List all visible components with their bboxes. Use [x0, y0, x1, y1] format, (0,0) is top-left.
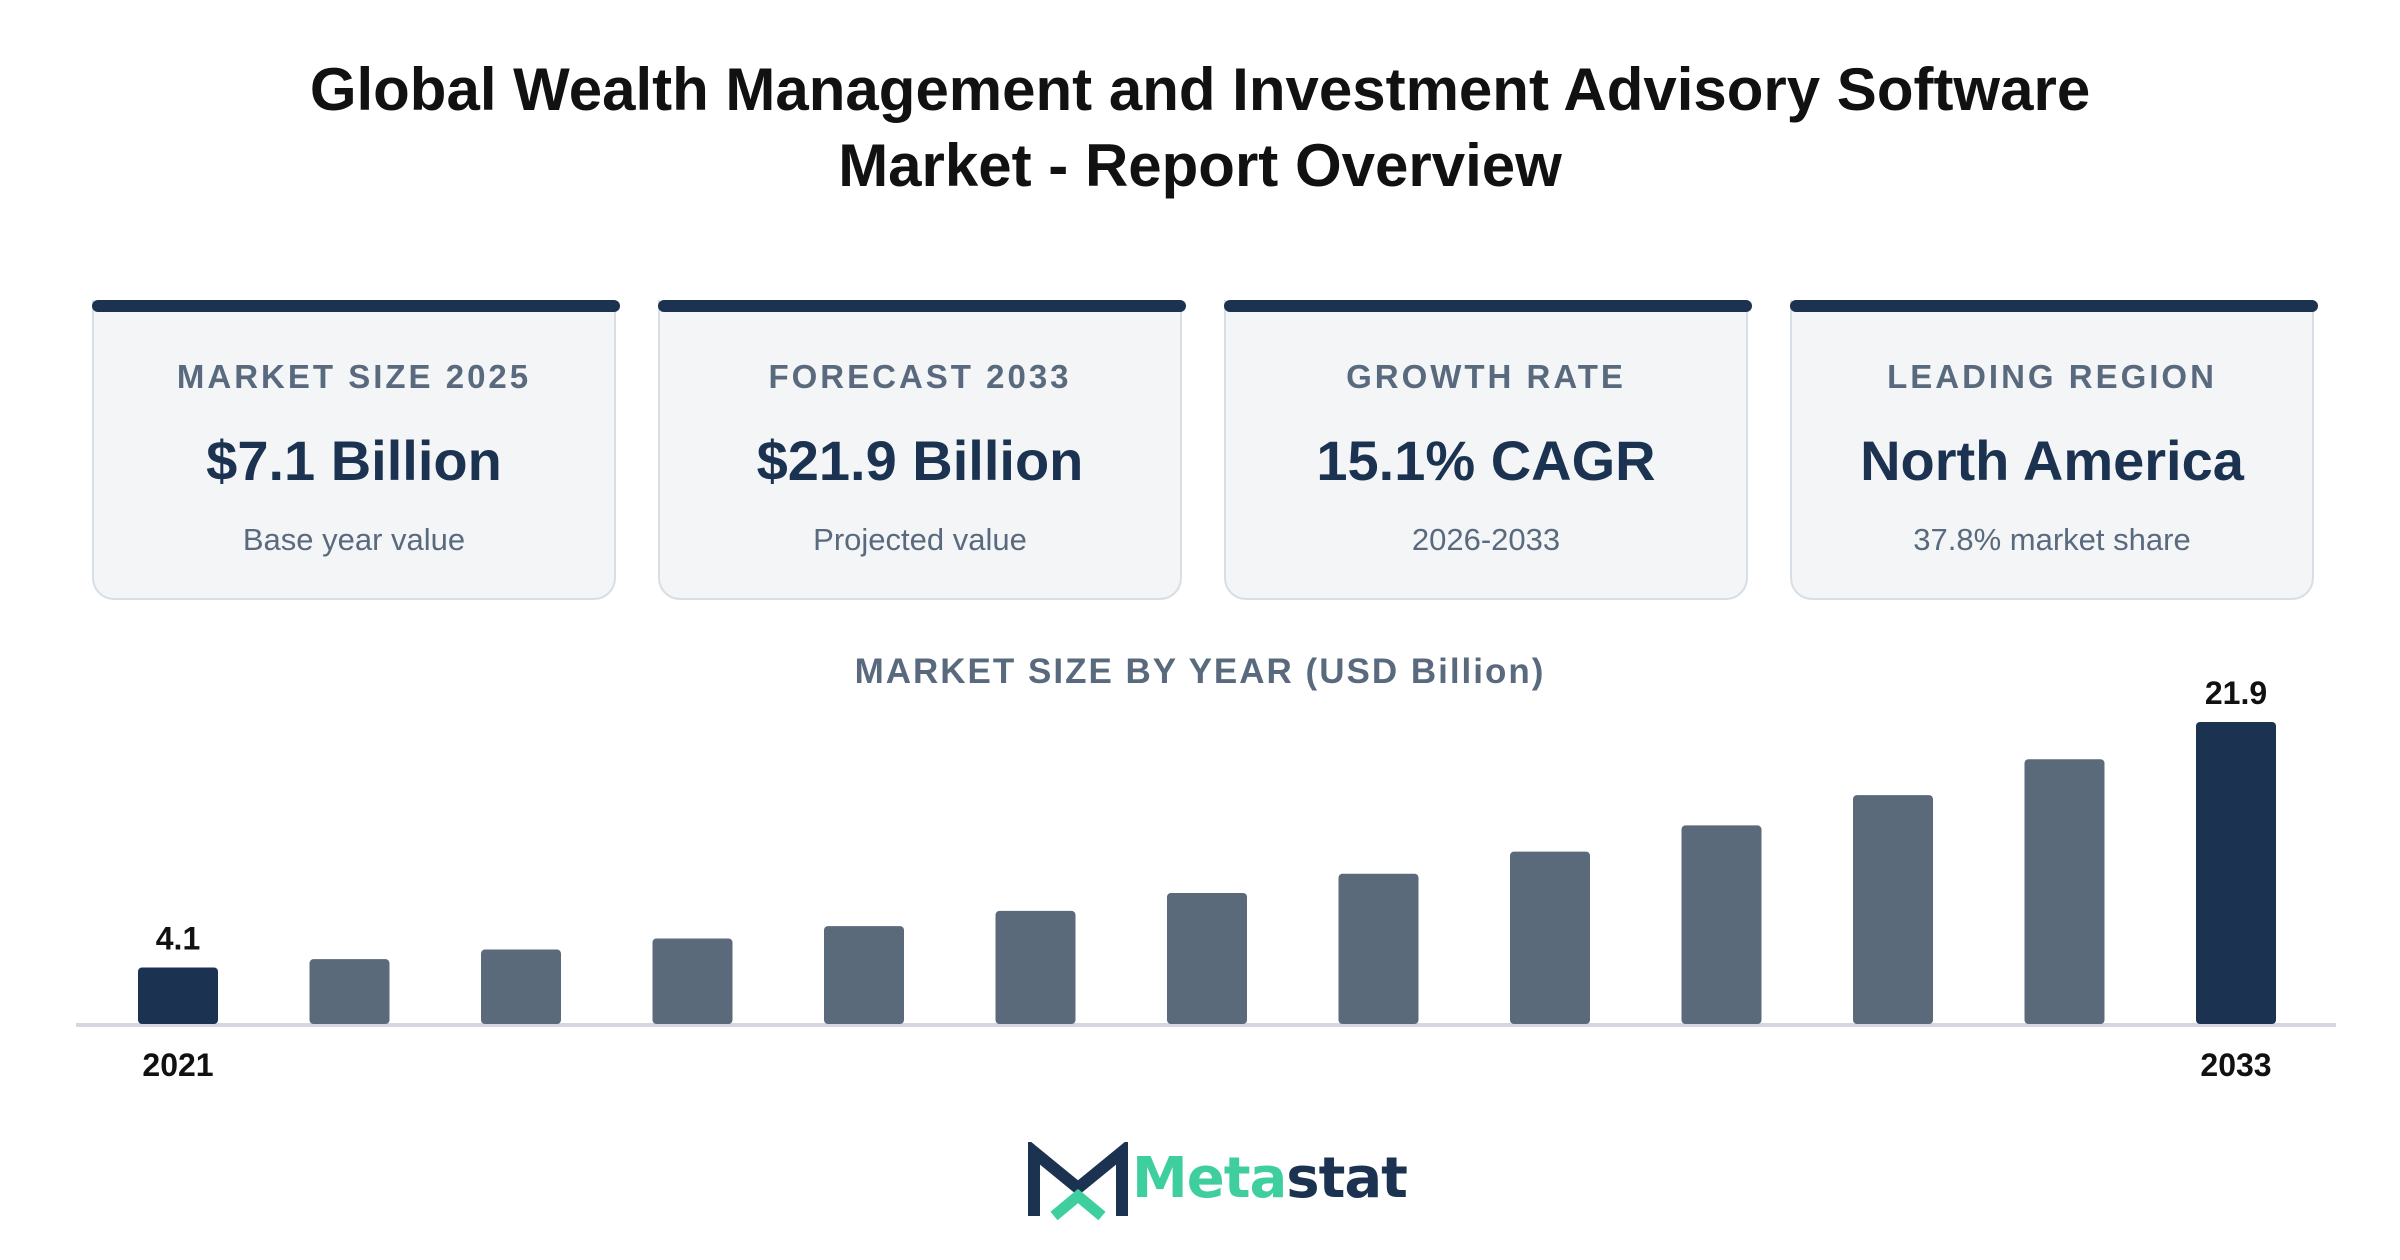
bar-2024: [652, 938, 733, 1024]
title-line-1: Global Wealth Management and Investment …: [309, 56, 2091, 123]
title-line-2: Market - Report Overview: [838, 132, 1562, 199]
card-accent-bar: [92, 300, 620, 312]
bar-2030: [1681, 825, 1762, 1024]
card-value: $21.9 Billion: [756, 429, 1084, 492]
card-subtitle: Projected value: [813, 522, 1027, 557]
card-subtitle: 2026-2033: [1411, 522, 1561, 557]
bar-2022: [309, 959, 390, 1024]
logo-wordmark: Metastat: [1132, 1146, 1408, 1211]
card-label: MARKET SIZE 2025: [176, 358, 532, 395]
metastat-logo-icon: [1028, 1142, 1128, 1221]
card-subtitle: Base year value: [242, 522, 466, 557]
bar-2031: [1853, 795, 1933, 1024]
bar-2025: [824, 926, 904, 1024]
bar-2027: [1167, 892, 1247, 1024]
logo-text-part2: stat: [1286, 1146, 1408, 1211]
card-label: GROWTH RATE: [1346, 358, 1626, 395]
x-tick-label-2033: 2033: [2200, 1047, 2271, 1083]
card-label: FORECAST 2033: [768, 358, 1072, 395]
kpi-card-forecast: FORECAST 2033 $21.9 Billion Projected va…: [658, 300, 1186, 600]
value-label-2033: 21.9: [2205, 675, 2267, 711]
card-accent-bar: [1790, 300, 2318, 312]
bar-2033: [2196, 722, 2276, 1024]
card-accent-bar: [658, 300, 1186, 312]
bar-2029: [1510, 851, 1590, 1024]
metastat-logo: Metastat: [1028, 1142, 1408, 1222]
value-label-2021: 4.1: [156, 920, 200, 956]
card-subtitle: 37.8% market share: [1913, 522, 2191, 557]
bar-2023: [481, 949, 561, 1024]
market-size-bar-chart: 4.1 2021 21.9 2033: [76, 675, 2336, 1083]
bar-2032: [2024, 759, 2105, 1024]
card-value: North America: [1860, 429, 2244, 492]
kpi-cards: MARKET SIZE 2025 $7.1 Billion Base year …: [92, 300, 2318, 602]
kpi-card-growth-rate: GROWTH RATE 15.1% CAGR 2026-2033: [1224, 300, 1752, 600]
bar-2028: [1338, 873, 1419, 1024]
kpi-card-leading-region: LEADING REGION North America 37.8% marke…: [1790, 300, 2318, 600]
logo-text-part1: Meta: [1132, 1146, 1287, 1211]
card-accent-bar: [1224, 300, 1752, 312]
bar-2021: [138, 967, 218, 1024]
x-tick-label-2021: 2021: [142, 1047, 213, 1083]
kpi-card-market-size: MARKET SIZE 2025 $7.1 Billion Base year …: [92, 300, 620, 600]
card-value: 15.1% CAGR: [1316, 429, 1656, 492]
card-label: LEADING REGION: [1887, 358, 2217, 395]
bar-2026: [995, 910, 1076, 1024]
page-title: Global Wealth Management and Investment …: [200, 52, 2200, 204]
card-value: $7.1 Billion: [206, 429, 502, 492]
chart-title: MARKET SIZE BY YEAR (USD Billion): [854, 652, 1546, 691]
